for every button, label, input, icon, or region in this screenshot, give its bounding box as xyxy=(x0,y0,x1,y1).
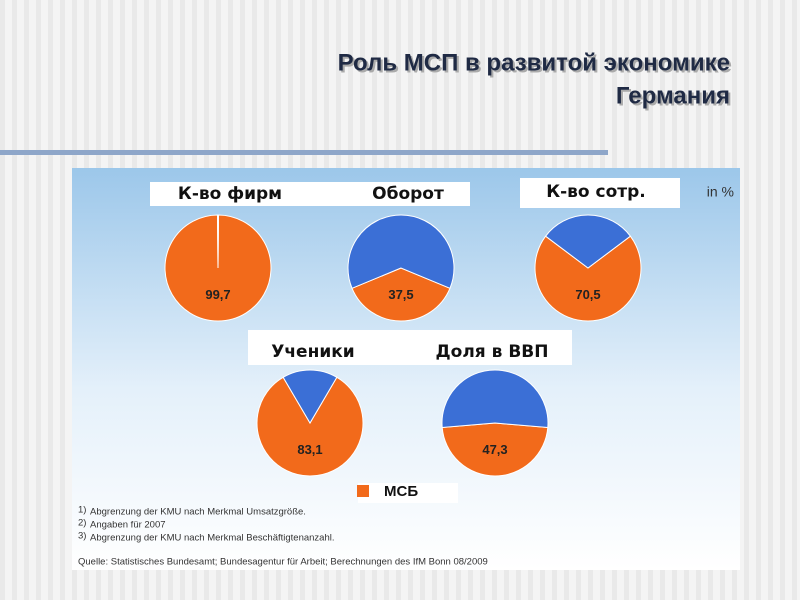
pie-slice xyxy=(347,214,455,289)
pie-slice xyxy=(441,422,549,477)
legend-box xyxy=(358,483,458,503)
value-label: 37,5 xyxy=(388,287,413,302)
pie-slice xyxy=(282,369,338,424)
pie-slice xyxy=(216,214,220,269)
pie-slice xyxy=(441,369,549,429)
pie-title: К-во фирм xyxy=(178,184,282,204)
pie-slice xyxy=(256,376,364,477)
value-label: 83,1 xyxy=(297,442,322,457)
title-shadow: Роль МСП в развитой экономике xyxy=(340,51,732,78)
footnote-mark: 3) xyxy=(78,531,86,542)
footnote-text: Abgrenzung der KMU nach Merkmal Beschäft… xyxy=(90,533,335,544)
pie-slice xyxy=(164,214,272,322)
pie-slice xyxy=(544,214,632,269)
pie-title: Оборот xyxy=(372,184,444,204)
label-box xyxy=(248,330,572,365)
value-label: 47,3 xyxy=(482,442,507,457)
value-label: 99,7 xyxy=(205,287,230,302)
title-shadow: Германия xyxy=(618,84,732,111)
legend-swatch xyxy=(357,485,369,497)
unit-note: in % xyxy=(707,184,734,200)
pie-title: К-во сотр. xyxy=(546,182,646,202)
label-box xyxy=(520,178,680,208)
footnote-mark: 2) xyxy=(78,518,86,529)
footnote-text: Angaben für 2007 xyxy=(90,520,166,531)
value-label: 70,5 xyxy=(575,287,600,302)
pie-title: Ученики xyxy=(271,342,354,362)
footnote-text: Abgrenzung der KMU nach Merkmal Umsatzgr… xyxy=(90,507,306,518)
title: Роль МСП в развитой экономике xyxy=(338,49,730,76)
source: Quelle: Statistisches Bundesamt; Bundesa… xyxy=(78,557,488,568)
title: Германия xyxy=(616,82,730,109)
pie-slice xyxy=(351,267,451,322)
pie-slice xyxy=(534,235,642,322)
pie-title: Доля в ВВП xyxy=(436,342,549,362)
footnote-mark: 1) xyxy=(78,505,86,516)
title-rule xyxy=(0,150,608,155)
label-box xyxy=(150,182,470,206)
legend-label: МСБ xyxy=(384,483,418,500)
